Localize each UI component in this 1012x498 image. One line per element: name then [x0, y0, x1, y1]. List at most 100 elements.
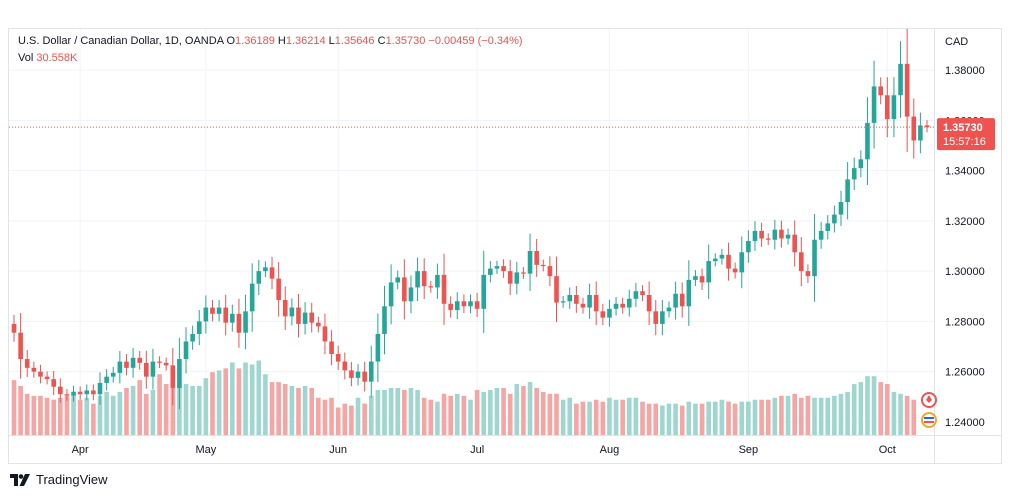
- candle-body: [534, 251, 539, 265]
- candle-body: [216, 307, 222, 314]
- candle-body: [183, 341, 189, 360]
- volume-bar: [871, 376, 877, 435]
- volume-bar: [574, 403, 579, 435]
- candle-body: [640, 291, 645, 295]
- volume-bar: [712, 401, 718, 435]
- candle-body: [567, 294, 573, 302]
- volume-bar: [183, 384, 189, 435]
- volume-bar: [441, 393, 447, 435]
- volume-bar: [51, 399, 56, 435]
- candle-body: [269, 267, 275, 279]
- volume-bar: [514, 384, 520, 435]
- volume-bar: [898, 393, 903, 435]
- volume-bar: [263, 374, 268, 435]
- volume-bar: [454, 393, 460, 435]
- candle-body: [71, 391, 76, 396]
- tradingview-logo-icon: [10, 473, 30, 486]
- candle-body: [845, 179, 850, 203]
- volume-bar: [580, 401, 586, 435]
- candle-body: [38, 371, 43, 377]
- candle-body: [792, 234, 797, 253]
- volume-bar: [64, 395, 70, 435]
- volume-bar: [236, 368, 242, 435]
- volume-bar: [302, 386, 308, 435]
- volume-bar: [256, 360, 262, 435]
- volume-bar: [481, 391, 487, 435]
- open-value: 1.36189: [235, 35, 275, 47]
- volume-bar: [421, 397, 427, 435]
- candle-body: [362, 371, 367, 382]
- volume-bar: [752, 399, 758, 435]
- volume-bar: [382, 389, 387, 435]
- candle-body: [249, 283, 255, 312]
- candle-body: [144, 362, 149, 377]
- volume-bar: [461, 395, 467, 435]
- candle-body: [653, 311, 659, 324]
- price-tick-label: 1.24000: [945, 417, 985, 429]
- price-tick-label: 1.26000: [945, 367, 985, 379]
- volume-bar: [58, 397, 63, 435]
- candle-body: [177, 359, 182, 388]
- symbol-name: U.S. Dollar / Canadian Dollar, 1D, OANDA: [18, 35, 224, 47]
- price-tick-label: 1.34000: [945, 166, 985, 178]
- candle-body: [593, 294, 599, 312]
- volume-bar: [402, 389, 407, 435]
- volume-bar: [732, 403, 738, 435]
- time-tick-label: Aug: [600, 444, 620, 456]
- volume-bar: [269, 382, 275, 435]
- candle-body: [686, 279, 692, 307]
- candle-body: [759, 230, 764, 239]
- candle-body: [574, 294, 579, 304]
- volume-bar: [144, 393, 149, 435]
- volume-bar: [104, 391, 109, 435]
- candle-body: [494, 266, 500, 269]
- volume-bar: [686, 401, 692, 435]
- volume-value: 30.558K: [36, 52, 78, 64]
- volume-bar: [468, 399, 473, 435]
- volume-bar: [448, 395, 453, 435]
- volume-bar: [77, 399, 83, 435]
- tradingview-footer[interactable]: TradingView: [10, 472, 108, 487]
- candle-body: [230, 313, 235, 323]
- volume-bar: [765, 399, 771, 435]
- candle-body: [812, 239, 817, 277]
- candle-body: [97, 382, 103, 395]
- candle-body: [382, 306, 387, 334]
- volume-bar: [276, 382, 281, 435]
- candle-body: [203, 307, 209, 322]
- candle-body: [468, 301, 473, 307]
- candle-body: [924, 125, 930, 128]
- volume-bar: [825, 397, 831, 435]
- volume-bar: [653, 403, 659, 435]
- price-tick-label: 1.38000: [945, 65, 985, 77]
- candle-body: [91, 390, 96, 395]
- volume-bar: [706, 401, 711, 435]
- volume-bar: [865, 376, 870, 435]
- candle-body: [746, 240, 751, 253]
- current-price-tag: [937, 118, 995, 151]
- volume-bar: [779, 395, 784, 435]
- volume-bar: [124, 387, 129, 435]
- candle-body: [885, 95, 890, 120]
- chart-frame[interactable]: 1.24000 1.26000 1.28000 1.30000 1.32000 1.340…: [8, 28, 1002, 464]
- candle-body: [891, 95, 897, 120]
- volume-bar: [540, 391, 546, 435]
- volume-bar: [607, 397, 612, 435]
- volume-bar: [71, 393, 76, 435]
- volume-label: Vol: [18, 52, 34, 64]
- volume-bar: [84, 397, 90, 435]
- candle-body: [779, 229, 784, 239]
- candle-body: [77, 391, 83, 395]
- current-price-value: 1.35730: [943, 122, 983, 134]
- candle-body: [276, 278, 281, 301]
- volume-bar: [858, 382, 864, 435]
- time-tick-label: Jul: [470, 444, 484, 456]
- candle-body: [765, 238, 771, 240]
- candlestick-chart[interactable]: 1.24000 1.26000 1.28000 1.30000 1.32000 1.340…: [9, 29, 1001, 463]
- candle-body: [514, 272, 520, 284]
- candle-body: [342, 361, 348, 371]
- volume-bar: [679, 405, 685, 435]
- candle-body: [263, 267, 268, 272]
- candle-body: [726, 254, 731, 269]
- price-tick-label: 1.30000: [945, 266, 985, 278]
